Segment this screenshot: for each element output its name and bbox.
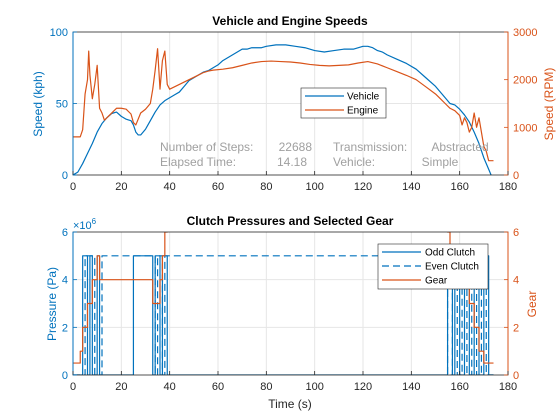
chart-clutch-pressures-gear: Clutch Pressures and Selected Gear 0 20 40… — [45, 214, 539, 411]
y-tick-label-left: 100 — [50, 27, 68, 39]
legend-label-vehicle: Vehicle — [347, 92, 380, 103]
x-tick-label: 60 — [212, 181, 224, 193]
y-axis-exponent: ×106 — [73, 217, 97, 232]
x-tick-label: 20 — [115, 181, 127, 193]
series-line-vehicle — [73, 44, 492, 175]
annotation-vehicle-value: Simple — [422, 155, 459, 169]
x-tick-label: 140 — [402, 381, 420, 393]
y-tick-label-right: 0 — [513, 170, 519, 182]
y-axis-label-left: Pressure (Pa) — [45, 267, 59, 341]
x-tick-label: 100 — [305, 181, 323, 193]
y-tick-label-left: 0 — [62, 170, 68, 182]
x-tick-label: 80 — [260, 381, 272, 393]
legend: Odd Clutch Even Clutch Gear — [377, 243, 489, 290]
x-tick-label: 60 — [212, 381, 224, 393]
annotation-time-value: 14.18 — [277, 155, 307, 169]
y-tick-label-right: 4 — [513, 275, 519, 287]
x-tick-label: 180 — [499, 381, 517, 393]
series-line-gear — [73, 232, 494, 364]
x-tick-label: 120 — [354, 181, 372, 193]
y-tick-label-right: 2 — [513, 322, 519, 334]
annotation-transmission-label: Transmission: — [333, 140, 407, 154]
x-tick-label: 180 — [499, 181, 517, 193]
y-axis-label-right: Gear — [525, 291, 539, 318]
y-tick-label-left: 6 — [62, 227, 68, 239]
annotation-steps-label: Number of Steps: — [160, 140, 253, 154]
annotation-transmission-value: Abstracted — [431, 140, 488, 154]
x-tick-label: 140 — [402, 181, 420, 193]
annotation-time-label: Elapsed Time: — [160, 155, 236, 169]
y-tick-label-left: 50 — [56, 99, 68, 111]
legend: Vehicle Engine — [300, 87, 387, 119]
x-tick-label: 160 — [450, 181, 468, 193]
y-tick-label-right: 0 — [513, 370, 519, 382]
y-tick-label-left: 0 — [62, 370, 68, 382]
y-tick-label-right: 6 — [513, 227, 519, 239]
annotation-vehicle-label: Vehicle: — [333, 155, 375, 169]
legend-label-gear: Gear — [425, 276, 448, 287]
x-tick-label: 160 — [450, 381, 468, 393]
x-tick-label: 40 — [164, 381, 176, 393]
x-tick-label: 100 — [305, 381, 323, 393]
x-tick-label: 80 — [260, 181, 272, 193]
y-axis-exponent-base: ×10 — [73, 220, 92, 232]
x-tick-label: 40 — [164, 181, 176, 193]
x-tick-label: 0 — [70, 381, 76, 393]
series-line-engine — [73, 48, 494, 162]
chart-title: Vehicle and Engine Speeds — [212, 14, 368, 28]
chart-vehicle-engine-speeds: Vehicle and Engine Speeds 0 20 40 60 80 100 12… — [31, 14, 556, 193]
y-tick-label-right: 2000 — [513, 75, 537, 87]
legend-label-even-clutch: Even Clutch — [425, 262, 479, 273]
x-tick-label: 120 — [354, 381, 372, 393]
y-axis-label-right: Speed (RPM) — [542, 68, 556, 141]
chart-title: Clutch Pressures and Selected Gear — [187, 214, 394, 228]
x-tick-label: 20 — [115, 381, 127, 393]
y-tick-label-left: 2 — [62, 322, 68, 334]
y-axis-label-left: Speed (kph) — [31, 71, 45, 136]
annotation-steps-value: 22688 — [279, 140, 313, 154]
simulation-annotations: Number of Steps: 22688 Elapsed Time: 14.… — [160, 140, 489, 169]
legend-label-engine: Engine — [347, 106, 379, 117]
legend-label-odd-clutch: Odd Clutch — [425, 248, 475, 259]
y-tick-label-right: 3000 — [513, 27, 537, 39]
y-axis-exponent-power: 6 — [92, 217, 97, 226]
y-tick-label-right: 1000 — [513, 122, 537, 134]
x-tick-label: 0 — [70, 181, 76, 193]
x-axis-label: Time (s) — [268, 397, 312, 411]
y-tick-label-left: 4 — [62, 275, 68, 287]
